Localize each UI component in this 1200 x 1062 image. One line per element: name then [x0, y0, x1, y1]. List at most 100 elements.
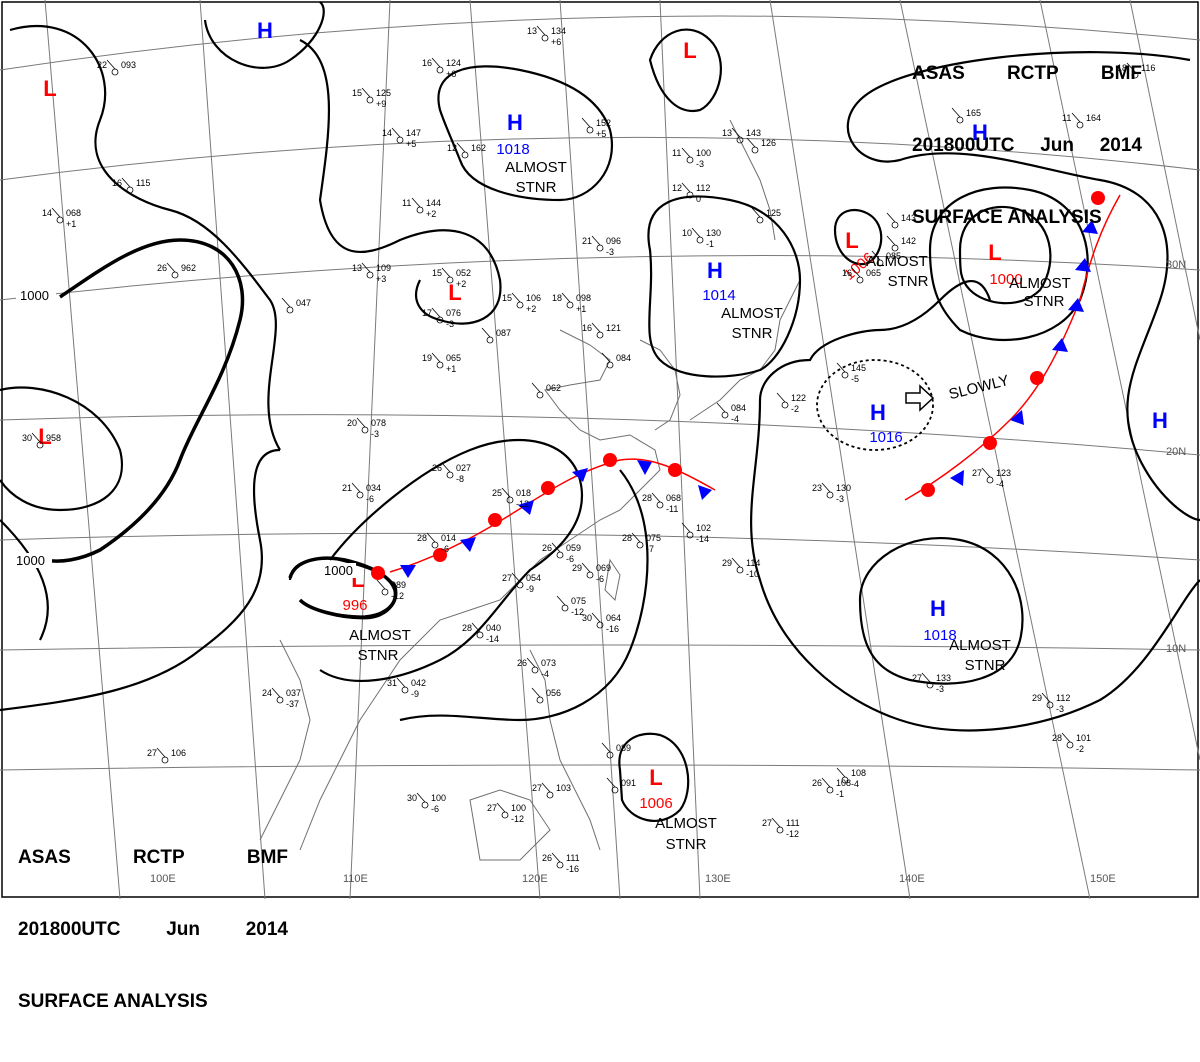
wind-barb	[471, 622, 481, 633]
longitude-grid	[44, 0, 1200, 899]
station-plot: 28 014-6	[417, 532, 456, 554]
wind-barb	[591, 612, 601, 623]
station-plot: 31 042-9	[387, 677, 426, 699]
station-circle	[556, 861, 564, 869]
cold-front-marker	[950, 470, 964, 486]
station-temp: 11	[672, 148, 681, 158]
isobar-label: 1000	[20, 288, 49, 303]
isobar-label: 1000	[324, 563, 353, 578]
station-plot: 165	[951, 107, 981, 124]
high-pressure-value: 1014	[702, 287, 735, 304]
station-pressure: 056	[546, 688, 561, 698]
warm-front-marker	[1091, 191, 1105, 205]
longitude-label: 110E	[343, 873, 368, 885]
station-circle	[586, 571, 594, 579]
movement-arrow	[905, 384, 935, 412]
wind-barb	[1126, 62, 1136, 73]
wind-barb	[981, 467, 991, 478]
station-pressure: 111	[566, 853, 580, 863]
japan-coast	[689, 279, 801, 421]
station-pressure: 034	[366, 483, 381, 493]
dotted-isobar	[816, 359, 934, 451]
station-tendency: -7	[646, 544, 654, 554]
header-code: BMF	[246, 847, 288, 868]
station-pressure: 101	[1076, 733, 1091, 743]
station-tendency: -2	[791, 404, 799, 414]
station-tendency: -12	[391, 591, 404, 601]
latitude-grid	[0, 15, 1200, 771]
station-tendency: -9	[411, 689, 419, 699]
low-center-marker	[371, 566, 385, 580]
station-temp: 20	[347, 418, 357, 428]
station-tendency: -12	[786, 829, 799, 839]
station-circle	[501, 811, 509, 819]
map-frame	[1, 1, 1199, 898]
wind-barb	[51, 207, 61, 218]
station-plot: 056	[531, 687, 561, 704]
wind-barb	[531, 382, 541, 393]
station-tendency: +1	[576, 304, 586, 314]
latitude-label: 10N	[1166, 643, 1186, 655]
station-plot: 089	[601, 742, 631, 759]
wind-barb	[556, 595, 566, 606]
station-pressure: 100	[431, 793, 446, 803]
station-circle	[1066, 741, 1074, 749]
wind-barb	[716, 402, 726, 413]
isobar	[750, 399, 1200, 732]
warm-front-marker	[603, 453, 617, 467]
longitude-label: 100E	[150, 873, 176, 885]
wind-barb	[591, 235, 601, 246]
wind-barb	[731, 127, 741, 138]
station-pressure: 084	[616, 353, 631, 363]
station-pressure: 106	[526, 293, 541, 303]
header-title: SURFACE ANALYSIS	[912, 207, 1102, 228]
wind-barb	[886, 235, 896, 246]
indochina-coast	[259, 639, 311, 841]
station-pressure: 144	[426, 198, 441, 208]
chart-header-bottom: ASAS RCTP BMF 201800UTC Jun 2014 SURFACE…	[18, 798, 288, 1062]
station-plot: 26 027-8	[432, 462, 471, 484]
station-temp: 11	[402, 198, 411, 208]
isobar-label: 1000	[16, 553, 45, 568]
isobar	[618, 732, 690, 822]
station-plot: 085	[871, 250, 901, 267]
station-pressure: 122	[791, 393, 806, 403]
station-circle	[856, 276, 864, 284]
station-pressure: 142	[901, 236, 916, 246]
isobar	[0, 519, 49, 641]
station-tendency: -6	[596, 574, 604, 584]
surface-analysis-chart: H L L H L H L H L H H L H L L 1018 10 14 …	[0, 0, 1200, 899]
station-tendency: -3	[696, 159, 704, 169]
station-temp: 16	[112, 178, 122, 188]
station-circle	[566, 301, 574, 309]
wind-barb	[416, 792, 426, 803]
isobar	[858, 537, 1024, 685]
station-tendency: +2	[456, 279, 466, 289]
header-issuer: ASAS	[912, 63, 965, 84]
header-year: 2014	[245, 919, 288, 940]
warm-front-marker	[1030, 371, 1044, 385]
station-temp: 16	[842, 268, 852, 278]
station-plot: 17 076-3	[422, 307, 461, 329]
annotation-line: STNR	[666, 836, 707, 853]
station-temp: 15	[502, 293, 512, 303]
weather-map: H L L H L H L H L H H L H L L 1018 10 14 …	[0, 0, 1200, 1012]
wind-barb	[776, 392, 786, 403]
station-plot: 29 112-3	[1032, 692, 1070, 714]
station-plot: 28 075-7	[622, 532, 661, 554]
cold-front-marker	[637, 460, 652, 475]
station-pressure: 065	[446, 353, 461, 363]
wind-barb	[536, 25, 546, 36]
header-line: ASAS RCTP BMF	[912, 62, 1142, 86]
station-plot: 16 115	[112, 177, 150, 194]
wind-barb	[441, 267, 451, 278]
station-pressure: 112	[1056, 693, 1070, 703]
station-plot: 21 096-3	[582, 235, 621, 257]
header-time: 201800UTC	[18, 919, 121, 940]
annotations: ALMOST STNR ALMOST STNR ALMOST STNR ALMO…	[349, 159, 1071, 853]
header-line: 201800UTC Jun 2014	[912, 134, 1142, 158]
cold-front-marker	[518, 500, 534, 515]
station-plot: 125	[751, 207, 781, 224]
station-plot: 14 068+1	[42, 207, 81, 229]
